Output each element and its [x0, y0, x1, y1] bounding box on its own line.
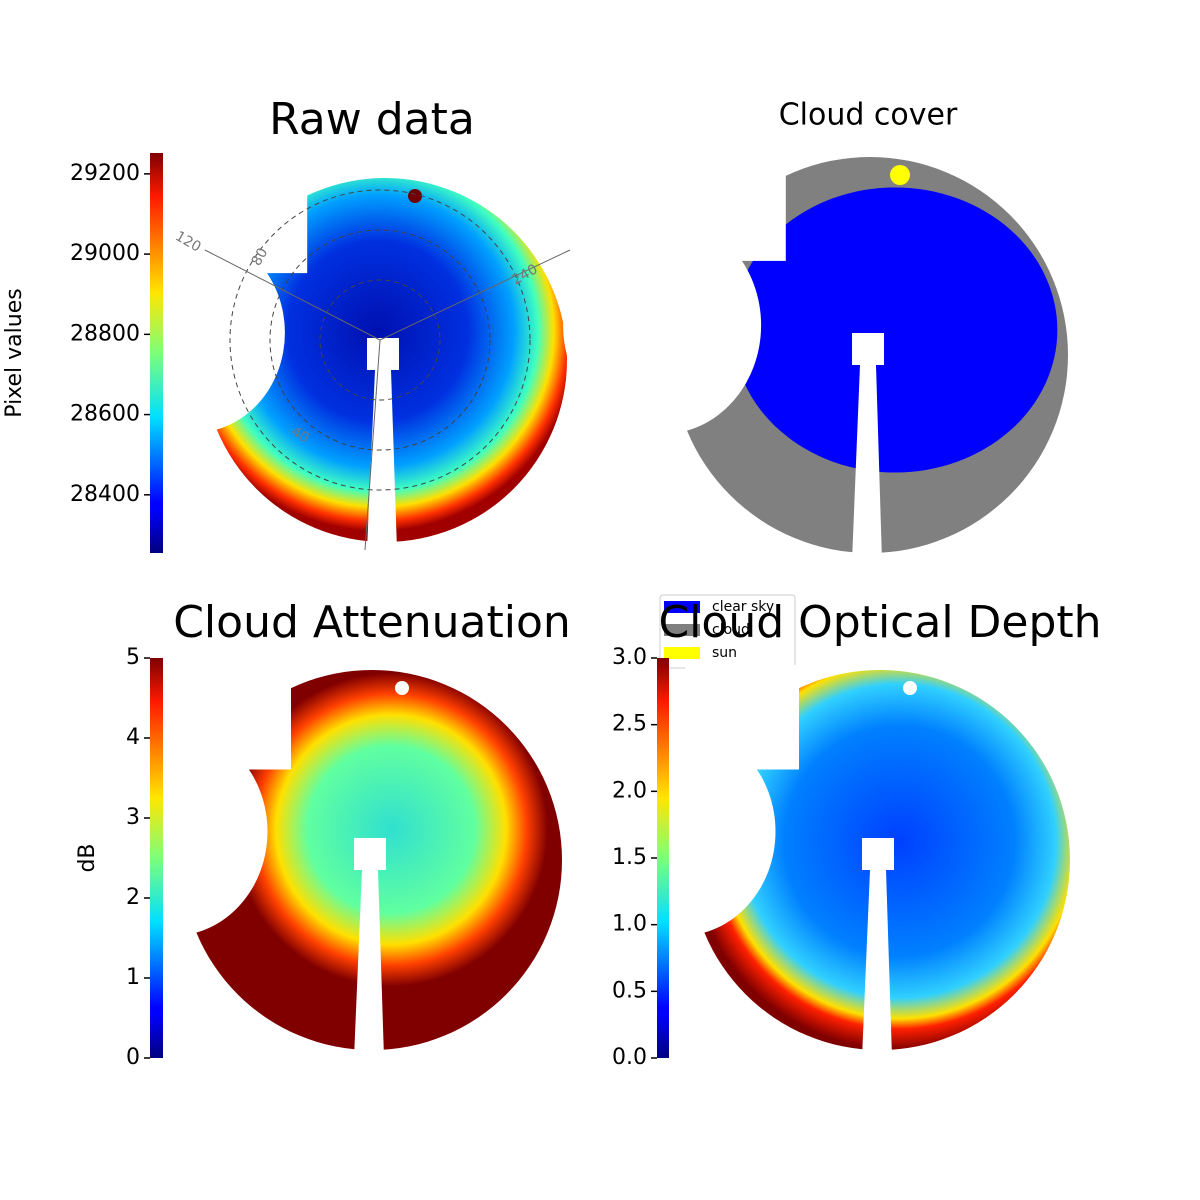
- colorbar-tick-label: 3: [126, 805, 140, 830]
- sky-image: [102, 173, 567, 550]
- legend-label: sun: [712, 645, 737, 661]
- colorbar-tick-label: 28600: [70, 402, 140, 427]
- colorbar-tick-label: 0: [126, 1045, 140, 1070]
- colorbar-tick-label: 0.0: [612, 1045, 647, 1070]
- colorbar: [150, 658, 163, 1058]
- sky-image: [77, 665, 562, 1058]
- colorbar-tick-label: 2.0: [612, 778, 647, 803]
- legend-label: clear sky: [712, 599, 774, 615]
- colorbar: [657, 658, 669, 1058]
- panel-title: Raw data: [269, 94, 475, 145]
- colorbar-tick-label: 29200: [70, 161, 140, 186]
- mask-corner: [177, 665, 291, 770]
- pole-head: [862, 838, 894, 870]
- mask-notch: [77, 727, 268, 936]
- mask-notch: [102, 232, 285, 433]
- pole: [862, 870, 892, 1058]
- pole-head: [354, 838, 386, 870]
- polar-spoke: [364, 339, 381, 551]
- panel-title: Cloud cover: [779, 98, 958, 133]
- colorbar-tick-label: 1.5: [612, 845, 647, 870]
- colorbar-tick-label: 5: [126, 645, 140, 670]
- colorbar-tick-label: 29000: [70, 241, 140, 266]
- mask-notch: [585, 727, 776, 936]
- sun-marker: [890, 165, 910, 185]
- polar-spoke: [379, 249, 571, 341]
- colorbar-tick-label: 3.0: [612, 645, 647, 670]
- polar-ring: [229, 189, 531, 491]
- legend-swatch: [664, 647, 700, 659]
- clear-sky-region: [732, 187, 1058, 473]
- pole-head: [367, 338, 399, 370]
- mask-corner: [667, 152, 786, 261]
- polar-spoke: [204, 249, 381, 341]
- pole: [354, 870, 384, 1058]
- colorbar-label: Pixel values: [2, 288, 27, 417]
- pole: [852, 365, 882, 561]
- polar-ring: [319, 279, 441, 401]
- mask-notch: [563, 216, 762, 435]
- colorbar-tick-label: 2: [126, 885, 140, 910]
- mask-corner: [685, 665, 799, 770]
- polar-label: 80: [249, 245, 272, 268]
- colorbar: [150, 153, 163, 553]
- colorbar-tick-label: 0.5: [612, 978, 647, 1003]
- mask-corner: [198, 173, 308, 274]
- colorbar-tick-label: 28400: [70, 482, 140, 507]
- colorbar-label: dB: [75, 843, 100, 872]
- panel-title: Cloud Optical Depth: [658, 597, 1101, 648]
- legend-swatch: [664, 624, 700, 636]
- legend-swatch: [664, 601, 700, 613]
- colorbar-tick-label: 1.0: [612, 912, 647, 937]
- sun-mask: [903, 681, 917, 695]
- polar-label: 40: [288, 424, 311, 447]
- colorbar-tick-label: 4: [126, 725, 140, 750]
- colorbar-tick-label: 28800: [70, 321, 140, 346]
- polar-ring: [269, 229, 491, 451]
- colorbar-tick-label: 1: [126, 965, 140, 990]
- sky-image: [563, 152, 1068, 561]
- sun-mask: [395, 681, 409, 695]
- sun-mask: [408, 189, 422, 203]
- pole-head: [852, 333, 884, 365]
- legend-label: cloud: [712, 622, 750, 638]
- panel-title: Cloud Attenuation: [173, 597, 571, 648]
- colorbar-tick-label: 2.5: [612, 712, 647, 737]
- sky-image: [585, 665, 1070, 1058]
